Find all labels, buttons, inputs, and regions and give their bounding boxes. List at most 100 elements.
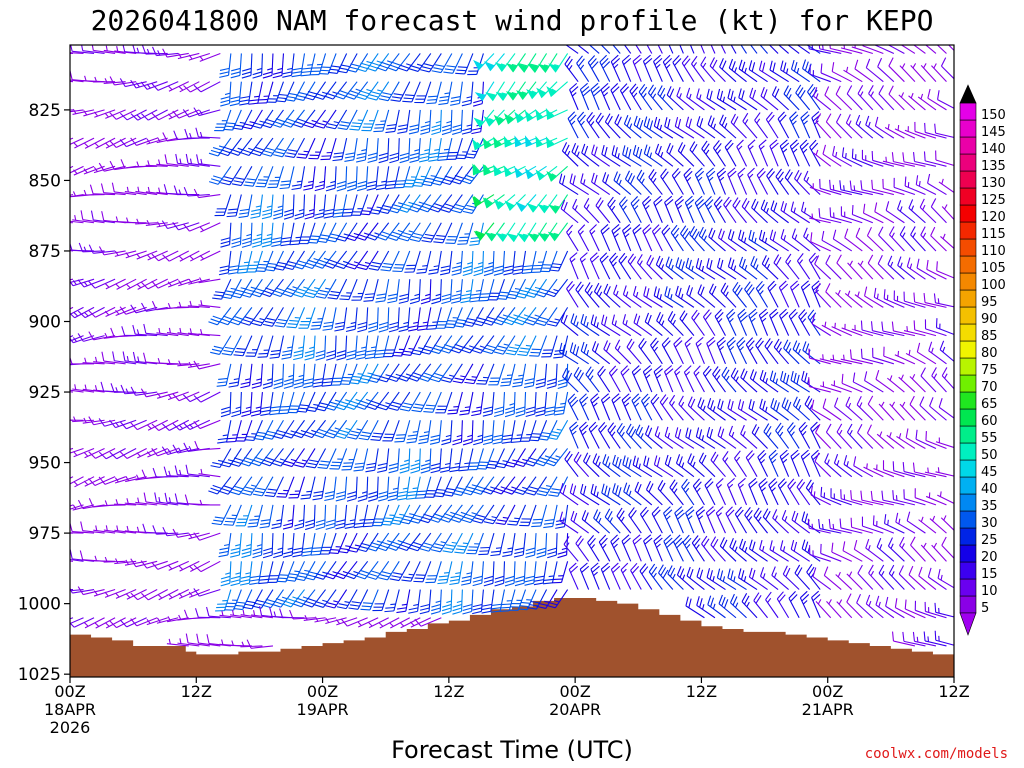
wind-barb [611,224,621,252]
wind-barb [600,224,611,252]
wind-barb [595,112,611,139]
x-tick-label: 21APR [802,700,854,719]
wind-barb [760,567,779,590]
wind-barb [293,278,316,298]
wind-barb [806,563,821,590]
wind-barb [885,596,905,619]
wind-barb [658,564,674,590]
wind-barb [505,278,527,300]
wind-barb [376,532,400,552]
colorbar-label: 120 [981,210,1006,225]
wind-barb [241,392,253,417]
wind-barb [93,525,116,534]
wind-barb [112,351,137,365]
wind-barb [156,159,179,167]
wind-barb [632,455,653,478]
wind-barb [759,398,779,421]
wind-barb [779,308,790,336]
wind-barb [208,137,232,157]
wind-barb [621,393,632,421]
wind-barb [340,617,368,627]
wind-barb [282,278,305,298]
wind-barb [493,335,516,355]
wind-barb [643,144,663,167]
wind-barb [548,476,569,497]
wind-barb [93,76,116,83]
wind-barb [70,241,95,252]
wind-barb [240,307,263,326]
wind-barb [216,363,232,387]
wind-barb [80,45,105,55]
wind-barb [809,64,831,83]
wind-barb [622,223,632,252]
wind-barb [305,448,327,469]
wind-barb [457,222,474,245]
wind-barb [164,154,189,167]
wind-barb [611,314,632,337]
wind-barb [846,571,863,590]
wind-barb [646,254,663,280]
wind-barb [312,476,327,501]
wind-barb [809,183,831,196]
wind-barb [917,93,937,111]
wind-barb [564,451,579,478]
wind-barb [684,336,695,365]
wind-barb [505,335,527,356]
colorbar-swatch [959,459,977,478]
wind-barb [898,374,916,393]
wind-barb [281,109,305,128]
wind-barb [399,138,411,164]
wind-barb [300,476,316,500]
wind-barb [396,589,411,614]
wind-barb [462,589,474,615]
wind-barb [839,180,863,196]
wind-barb [260,391,274,416]
wind-barb [336,335,348,361]
colorbar-swatch [959,136,977,155]
wind-barb [715,45,726,54]
wind-barb [250,448,274,467]
wind-barb [291,53,306,78]
colorbar-label: 140 [981,142,1006,157]
wind-barb [182,391,211,403]
wind-barb [251,610,274,619]
wind-barb [554,391,569,416]
wind-barb [873,45,895,54]
wind-barb [895,512,916,534]
wind-barb [135,161,158,168]
wind-barb [927,567,947,590]
wind-barb [271,504,285,530]
wind-barb [492,476,516,495]
wind-barb [363,279,379,302]
wind-barb [681,55,695,82]
wind-barb [600,393,611,421]
wind-barb [898,92,916,111]
wind-barb [366,391,390,411]
wind-barb [318,53,337,75]
x-tick-label: 2026 [50,718,91,737]
wind-barb [632,54,642,82]
wind-barb [909,373,926,393]
wind-barb [830,488,852,506]
wind-barb [218,250,232,276]
wind-barb [622,285,642,308]
wind-barb [271,109,295,128]
wind-barb [524,307,548,326]
wind-barb [119,78,147,88]
wind-barb [860,180,884,196]
wind-barb [604,508,621,534]
colorbar-swatch [959,493,977,512]
wind-barb [529,335,548,357]
wind-barb [698,226,716,252]
wind-barb [441,279,453,305]
wind-barb [809,139,821,167]
wind-barb [684,195,695,223]
wind-barb [727,88,747,111]
wind-barb [384,589,400,613]
wind-barb [841,373,863,393]
wind-barb [908,565,926,590]
wind-barb [823,566,842,590]
wind-barb [494,561,506,587]
wind-barb [378,307,390,333]
wind-barb [786,422,800,449]
